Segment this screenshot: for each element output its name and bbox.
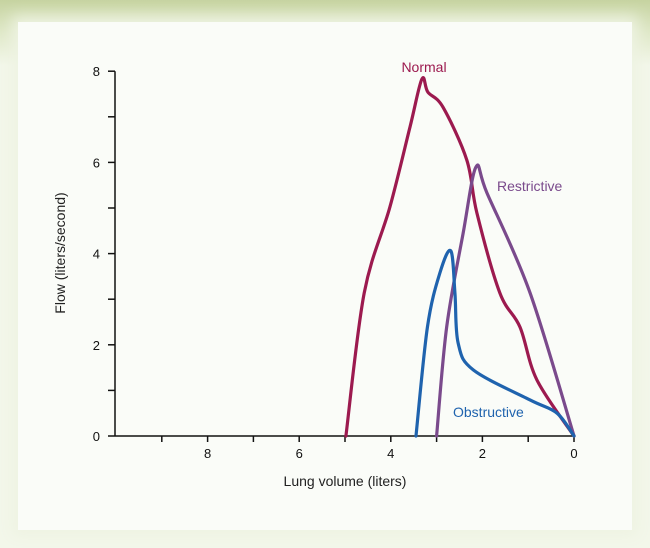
y-tick-label: 6	[93, 155, 100, 170]
y-tick-label: 2	[93, 338, 100, 353]
series-line-normal	[344, 76, 576, 438]
y-tick-label: 8	[93, 64, 100, 79]
y-tick-label: 0	[93, 429, 100, 444]
x-tick-label: 8	[204, 446, 211, 461]
series-line-obstructive	[414, 248, 576, 438]
legend-obstructive: Obstructive	[453, 404, 524, 420]
y-axis-label: Flow (liters/second)	[52, 192, 68, 313]
x-tick-label: 4	[387, 446, 394, 461]
chart-panel	[18, 22, 632, 530]
x-axis-label: Lung volume (liters)	[284, 473, 407, 489]
x-tick-label: 2	[479, 446, 486, 461]
y-tick-label: 4	[93, 247, 100, 262]
series-line-restrictive	[435, 163, 576, 438]
x-tick-label: 6	[296, 446, 303, 461]
x-tick-label: 0	[570, 446, 577, 461]
legend-restrictive: Restrictive	[497, 178, 563, 194]
legend-normal: Normal	[401, 59, 446, 75]
